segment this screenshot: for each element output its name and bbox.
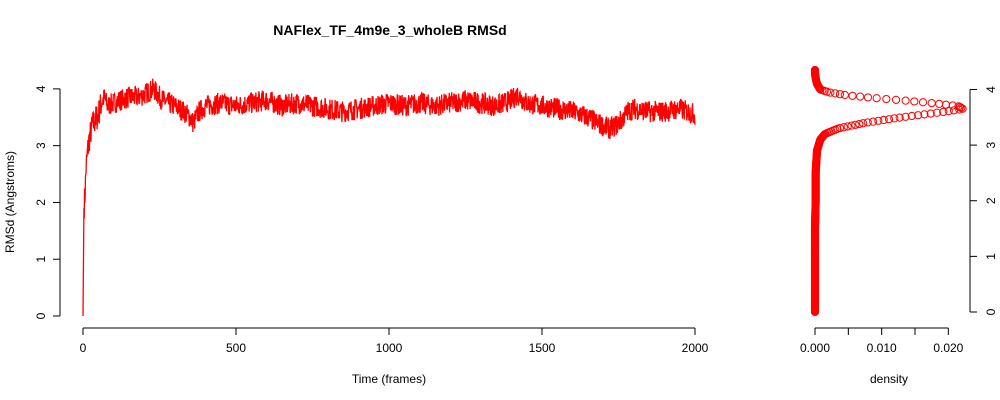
density-y-axis: 0 1 2 3 4	[969, 86, 998, 315]
y-tick-label: 4	[34, 85, 48, 92]
density-x-axis: 0.000 0.010 0.020	[800, 327, 964, 355]
density-point	[826, 88, 835, 97]
x-tick-label: 1000	[376, 341, 403, 355]
density-point	[872, 94, 881, 103]
density-point	[901, 96, 910, 105]
density-point	[907, 111, 916, 121]
density-y-tick-label: 4	[984, 86, 998, 93]
y-axis-label: RMSd (Angstroms)	[3, 151, 17, 253]
density-point	[848, 91, 857, 100]
density-x-axis-label: density	[870, 372, 908, 386]
rmsd-time-series-plot: NAFlex_TF_4m9e_3_wholeB RMSd Time (frame…	[3, 22, 709, 386]
density-y-tick-label: 3	[984, 141, 998, 148]
density-point	[855, 119, 864, 129]
density-point	[835, 90, 845, 99]
density-point	[831, 89, 840, 98]
density-y-tick-label: 0	[984, 308, 998, 315]
x-tick-label: 1500	[529, 341, 556, 355]
density-point	[856, 92, 865, 101]
density-point	[884, 115, 894, 124]
y-tick-label: 0	[34, 312, 48, 319]
density-point	[932, 108, 942, 117]
density-point	[895, 113, 904, 122]
density-point	[879, 115, 888, 125]
x-tick-label: 0	[80, 341, 87, 355]
density-point	[939, 107, 948, 117]
density-plot: density 0.000 0.010 0.020 0 1 2 3 4	[800, 65, 998, 386]
density-point	[901, 112, 910, 121]
density-point	[840, 90, 849, 100]
density-point	[926, 109, 935, 118]
density-points	[810, 65, 967, 317]
density-point	[882, 94, 891, 104]
density-point	[810, 65, 820, 75]
density-point	[941, 100, 951, 109]
density-point	[954, 102, 963, 111]
density-point	[918, 98, 928, 107]
density-point	[868, 117, 878, 126]
density-x-tick-label: 0.010	[867, 341, 897, 355]
rmsd-series-line	[82, 78, 696, 317]
y-axis: 0 1 2 3 4	[34, 85, 61, 319]
density-point	[859, 119, 868, 128]
density-y-tick-label: 2	[984, 197, 998, 204]
density-point	[851, 120, 860, 129]
density-point	[835, 123, 845, 133]
x-axis-label: Time (frames)	[352, 372, 426, 386]
x-tick-label: 500	[226, 341, 246, 355]
density-point	[935, 99, 944, 108]
density-x-tick-label: 0.000	[800, 341, 830, 355]
density-point	[920, 110, 929, 119]
density-point	[847, 121, 856, 130]
x-axis: 0 500 1000 1500 2000	[80, 327, 709, 355]
y-tick-label: 1	[34, 256, 48, 263]
density-point	[863, 118, 872, 127]
x-tick-label: 2000	[682, 341, 709, 355]
density-point	[910, 97, 919, 106]
density-x-tick-label: 0.020	[933, 341, 963, 355]
y-tick-label: 2	[34, 199, 48, 206]
density-y-tick-label: 1	[984, 253, 998, 260]
chart-title: NAFlex_TF_4m9e_3_wholeB RMSd	[273, 22, 506, 38]
density-point	[839, 123, 848, 132]
density-point	[874, 116, 883, 125]
y-tick-label: 3	[34, 142, 48, 149]
density-point	[927, 98, 936, 108]
density-point	[843, 122, 852, 131]
density-point	[890, 114, 899, 123]
density-point	[891, 95, 901, 104]
density-point	[863, 93, 873, 102]
density-point	[914, 111, 923, 120]
